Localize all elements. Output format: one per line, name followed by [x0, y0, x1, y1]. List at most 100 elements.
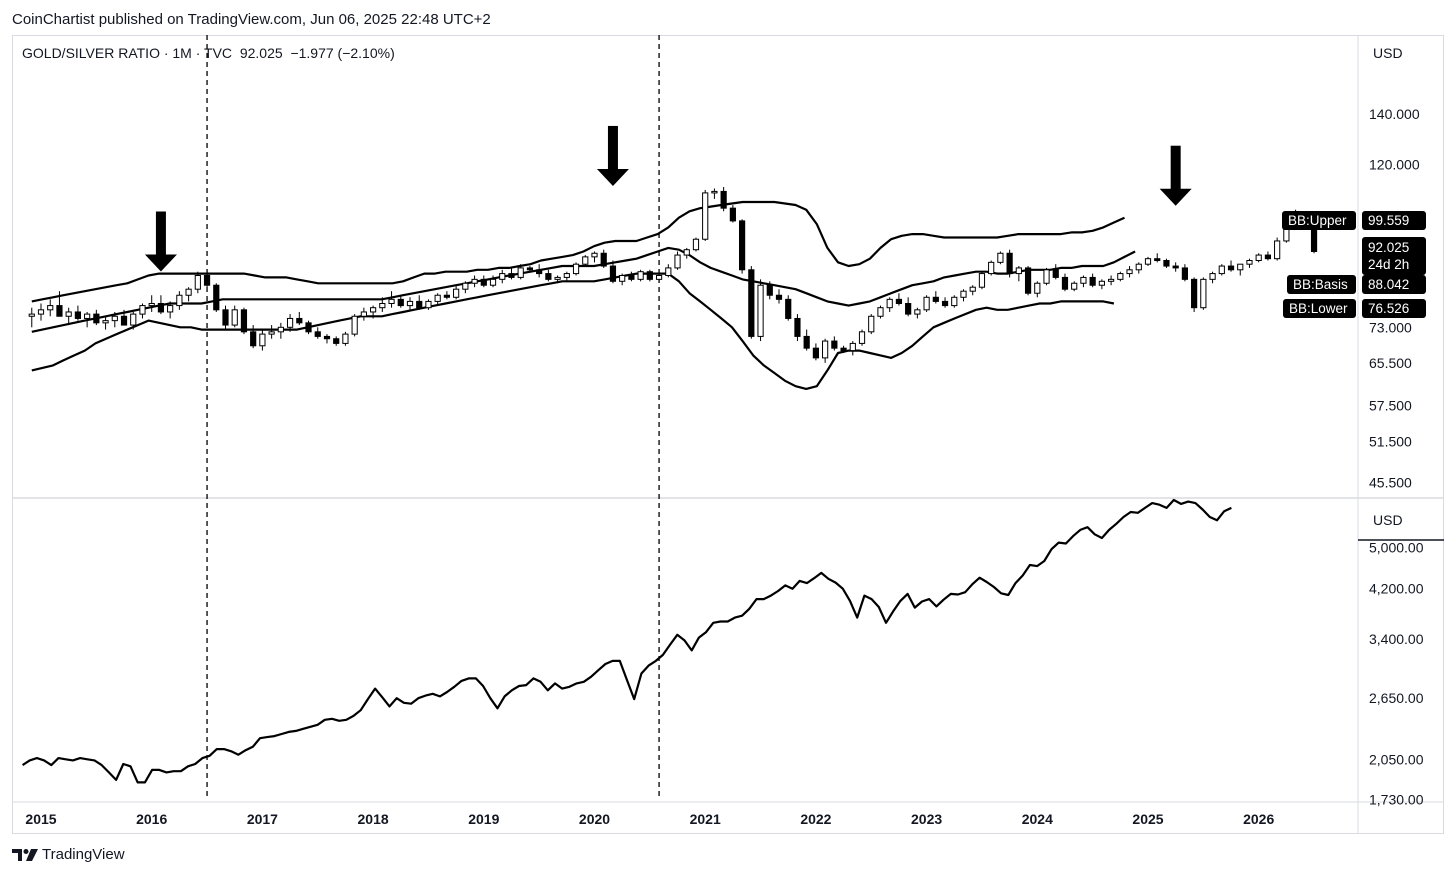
- bb-upper-line: [31, 200, 1125, 303]
- candle: [628, 271, 635, 282]
- bb-upper-label: BB:Upper: [1288, 213, 1347, 228]
- candle: [692, 237, 700, 252]
- candle: [203, 269, 211, 288]
- gold-y-tick: 1,730.00: [1369, 792, 1424, 808]
- plot-separators: [12, 35, 1444, 834]
- x-label-2022: 2022: [800, 811, 831, 827]
- candle: [665, 264, 672, 278]
- candle: [1108, 275, 1115, 286]
- candle: [941, 297, 949, 308]
- candle: [277, 322, 284, 339]
- candle: [619, 273, 626, 286]
- candle: [379, 297, 386, 312]
- candle: [388, 291, 395, 308]
- candle: [1135, 262, 1142, 274]
- legend-last: 92.025: [239, 45, 283, 61]
- candle: [646, 269, 653, 282]
- price-tags: BB:Upper 99.559 92.025 24d 2h BB:Basis 8…: [1282, 211, 1426, 318]
- candle: [988, 260, 995, 276]
- candle: [895, 293, 903, 306]
- countdown-value: 24d 2h: [1368, 257, 1409, 272]
- candle: [803, 329, 810, 351]
- candle: [1237, 263, 1244, 276]
- candle: [222, 305, 229, 330]
- candle: [785, 295, 792, 321]
- candle: [370, 305, 377, 319]
- candle: [526, 266, 534, 272]
- ratio-y-tick: 51.500: [1369, 434, 1412, 450]
- candle: [139, 303, 146, 319]
- currency-label-bottom[interactable]: USD: [1373, 512, 1403, 528]
- candle: [130, 311, 137, 330]
- candle: [37, 303, 45, 321]
- candle: [1154, 253, 1161, 263]
- candle: [840, 345, 847, 353]
- symbol-legend[interactable]: GOLD/SILVER RATIO · 1M · TVC 92.025 −1.9…: [22, 45, 395, 61]
- candle: [757, 279, 764, 342]
- candle: [148, 295, 155, 312]
- candle: [858, 329, 866, 346]
- candle: [314, 327, 321, 339]
- candle: [1080, 275, 1087, 288]
- candle: [342, 331, 349, 346]
- candle: [729, 205, 736, 223]
- candle: [1052, 264, 1059, 280]
- ratio-y-tick: 140.000: [1369, 106, 1420, 122]
- candle: [56, 291, 63, 317]
- candle: [1274, 237, 1281, 261]
- candle: [240, 307, 248, 335]
- tradingview-logo-icon: [12, 848, 38, 861]
- last-price-value: 92.025: [1368, 240, 1409, 255]
- currency-label-top[interactable]: USD: [1373, 45, 1403, 61]
- candle: [655, 273, 663, 282]
- candle: [812, 343, 819, 361]
- candle: [637, 269, 644, 282]
- candle: [416, 295, 423, 310]
- candle: [305, 320, 312, 335]
- candle: [102, 316, 109, 330]
- candle: [213, 283, 220, 312]
- candle: [868, 314, 875, 335]
- legend-change: −1.977 (−2.10%): [290, 45, 395, 61]
- candle: [250, 325, 257, 349]
- gold-line-group: [21, 498, 1232, 784]
- candle: [268, 325, 275, 339]
- down-arrow-icon: [1159, 145, 1192, 206]
- candle: [360, 307, 367, 321]
- candle: [47, 299, 54, 317]
- candle: [425, 299, 432, 310]
- candle: [1126, 266, 1133, 278]
- bb-basis-label: BB:Basis: [1293, 277, 1348, 292]
- candle: [74, 305, 82, 321]
- candle: [951, 295, 958, 308]
- candle: [702, 189, 709, 241]
- ratio-y-tick: 65.500: [1369, 355, 1412, 371]
- candle: [1024, 266, 1032, 296]
- candle: [905, 297, 912, 317]
- candles: [28, 186, 1318, 363]
- candle: [120, 309, 128, 326]
- candle: [1098, 279, 1105, 290]
- candle: [185, 287, 192, 302]
- candle: [443, 291, 450, 300]
- candle: [554, 275, 561, 284]
- candle: [536, 264, 543, 278]
- candle: [1117, 271, 1124, 282]
- down-arrow-icon: [144, 211, 177, 272]
- chart-frame: [12, 35, 1444, 834]
- brand[interactable]: TradingView: [12, 846, 125, 863]
- peak-arrows: [144, 125, 1192, 272]
- candle: [766, 281, 773, 300]
- candle: [914, 307, 921, 319]
- candle: [1227, 260, 1235, 272]
- candle: [978, 271, 986, 290]
- ratio-y-tick: 73.000: [1369, 319, 1412, 335]
- candle: [296, 311, 303, 326]
- gold-y-tick: 2,650.00: [1369, 690, 1424, 706]
- candle: [600, 249, 607, 268]
- candle: [397, 295, 404, 308]
- candle: [1043, 267, 1050, 286]
- ratio-y-tick: 120.000: [1369, 156, 1420, 172]
- candle: [434, 293, 441, 306]
